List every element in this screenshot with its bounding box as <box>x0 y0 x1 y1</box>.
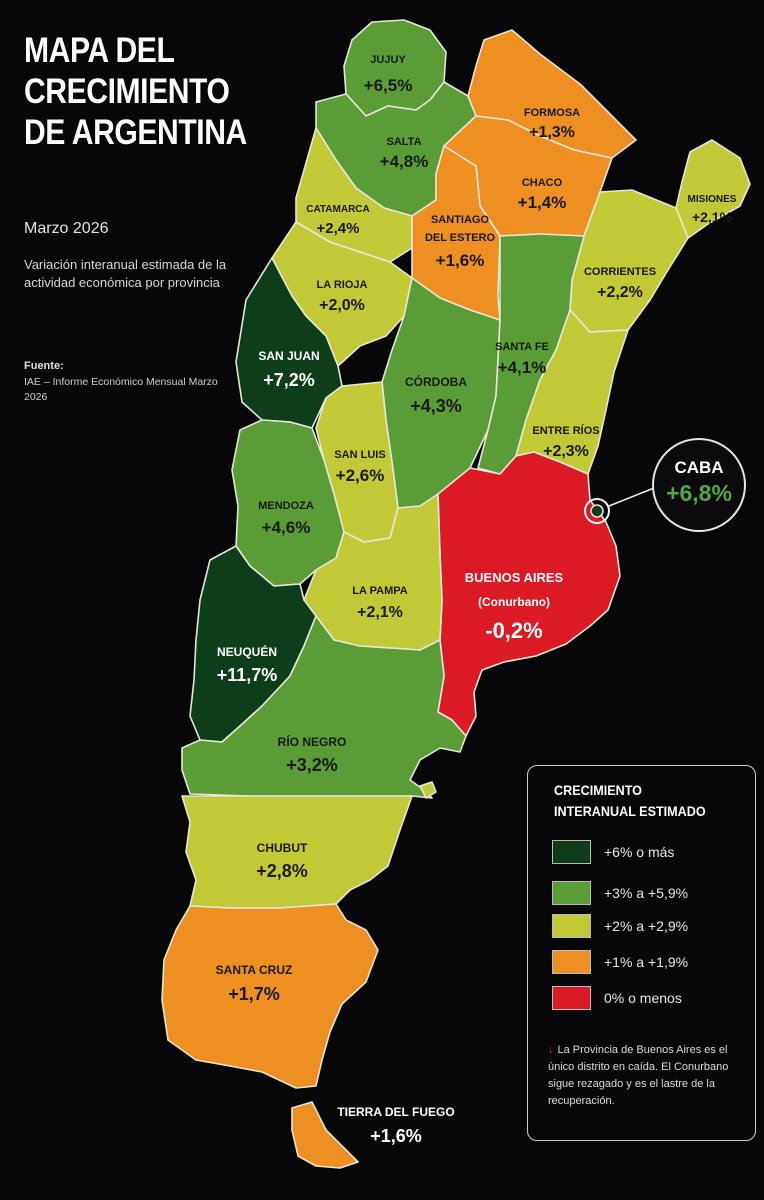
legend-label-1: +6% o más <box>604 844 675 860</box>
label-catamarca-value: +2,4% <box>317 220 360 237</box>
legend-swatch-1 <box>552 840 591 864</box>
legend-swatch-5 <box>552 986 591 1010</box>
province-chubut[interactable] <box>181 795 413 909</box>
legend-swatch-2 <box>552 881 591 905</box>
caba-connector <box>608 487 655 507</box>
label-neuquen-value: +11,7% <box>217 665 278 685</box>
label-salta-value: +4,8% <box>380 152 429 171</box>
source-label: Fuente: <box>24 360 64 372</box>
label-tierra-del-fuego-value: +1,6% <box>370 1126 422 1146</box>
label-buenos-aires-name: BUENOS AIRES <box>465 570 564 585</box>
title-line-2: CRECIMIENTO <box>24 72 230 111</box>
label-la-pampa-value: +2,1% <box>357 604 403 621</box>
label-chubut-name: CHUBUT <box>257 841 308 855</box>
label-santiago-name-1: SANTIAGO <box>431 214 490 226</box>
label-santa-fe-name: SANTA FE <box>495 341 549 353</box>
legend-note-text: La Provincia de Buenos Aires es el único… <box>548 1044 729 1107</box>
label-jujuy-value: +6,5% <box>364 76 413 95</box>
province-santa-cruz[interactable] <box>161 903 379 1089</box>
label-san-juan-name: SAN JUAN <box>258 349 319 363</box>
label-corrientes-value: +2,2% <box>597 284 643 301</box>
label-corrientes-name: CORRIENTES <box>584 266 656 278</box>
label-la-pampa-name: LA PAMPA <box>352 585 407 597</box>
legend-title: CRECIMIENTO INTERANUAL ESTIMADO <box>554 782 706 819</box>
label-la-rioja-name: LA RIOJA <box>317 279 368 291</box>
legend-box: CRECIMIENTO INTERANUAL ESTIMADO +6% o má… <box>527 765 756 1141</box>
legend-label-3: +2% a +2,9% <box>604 918 689 934</box>
province-misiones[interactable] <box>675 139 751 239</box>
legend-note: ↓ La Provincia de Buenos Aires es el únic… <box>548 1042 748 1110</box>
source-text: IAE – Informe Económico Mensual Marzo 20… <box>24 376 218 403</box>
label-santa-cruz-value: +1,7% <box>228 984 280 1004</box>
label-buenos-aires-value: -0,2% <box>485 618 542 643</box>
label-catamarca-name: CATAMARCA <box>306 204 370 215</box>
legend-label-5: 0% o menos <box>604 990 682 1006</box>
caba-value: +6,8% <box>666 480 732 506</box>
label-misiones-name: MISIONES <box>688 194 737 205</box>
province-buenos-aires[interactable] <box>437 451 621 737</box>
legend-item-3: +2% a +2,9% <box>552 914 688 938</box>
down-arrow-icon: ↓ <box>548 1044 554 1056</box>
label-chubut-value: +2,8% <box>256 861 308 881</box>
legend-swatch-4 <box>552 950 591 974</box>
label-san-juan-value: +7,2% <box>263 370 315 390</box>
label-mendoza-name: MENDOZA <box>258 500 314 512</box>
label-cordoba-value: +4,3% <box>410 396 462 416</box>
title-line-3: DE ARGENTINA <box>24 113 247 152</box>
label-santa-fe-value: +4,1% <box>498 358 547 377</box>
label-neuquen-name: NEUQUÉN <box>217 644 277 659</box>
legend-label-4: +1% a +1,9% <box>604 954 689 970</box>
label-salta-name: SALTA <box>386 136 421 148</box>
label-chaco-value: +1,4% <box>518 193 567 212</box>
caba-callout[interactable]: CABA +6,8% <box>652 438 746 532</box>
caba-marker[interactable] <box>584 498 610 524</box>
page-title: MAPA DEL CRECIMIENTO DE ARGENTINA <box>24 30 248 153</box>
legend-item-1: +6% o más <box>552 840 674 864</box>
label-tierra-del-fuego-name: TIERRA DEL FUEGO <box>337 1105 454 1119</box>
label-chaco-name: CHACO <box>522 177 563 189</box>
legend-item-4: +1% a +1,9% <box>552 950 688 974</box>
label-entre-rios-name: ENTRE RÍOS <box>532 424 599 437</box>
label-santiago-name-2: DEL ESTERO <box>425 232 496 244</box>
title-line-1: MAPA DEL <box>24 31 175 70</box>
label-entre-rios-value: +2,3% <box>543 443 589 460</box>
province-chubut-coast <box>419 781 437 799</box>
label-mendoza-value: +4,6% <box>262 518 311 537</box>
description: Variación interanual estimada de la acti… <box>24 257 227 290</box>
label-santa-cruz-name: SANTA CRUZ <box>216 963 293 977</box>
label-la-rioja-value: +2,0% <box>319 297 365 314</box>
legend-swatch-3 <box>552 914 591 938</box>
label-misiones-value: +2,1% <box>692 209 733 225</box>
label-buenos-aires-sub: (Conurbano) <box>478 595 550 609</box>
label-santiago-value: +1,6% <box>436 251 485 270</box>
label-cordoba-name: CÓRDOBA <box>405 374 467 389</box>
legend-item-5: 0% o menos <box>552 986 682 1010</box>
date-label: Marzo 2026 <box>24 220 109 237</box>
label-formosa-name: FORMOSA <box>524 107 580 119</box>
label-san-luis-name: SAN LUIS <box>334 449 385 461</box>
legend-item-2: +3% a +5,9% <box>552 881 688 905</box>
label-rio-negro-name: RÍO NEGRO <box>278 734 347 749</box>
label-rio-negro-value: +3,2% <box>286 755 338 775</box>
caba-name: CABA <box>674 458 724 477</box>
label-jujuy-name: JUJUY <box>370 54 406 66</box>
label-san-luis-value: +2,6% <box>336 466 385 485</box>
label-formosa-value: +1,3% <box>529 124 575 141</box>
caba-dot <box>590 504 604 518</box>
province-tierra-del-fuego[interactable] <box>291 1101 359 1169</box>
province-rio-negro[interactable] <box>181 615 467 799</box>
province-entre-rios[interactable] <box>515 309 629 475</box>
legend-label-2: +3% a +5,9% <box>604 885 689 901</box>
